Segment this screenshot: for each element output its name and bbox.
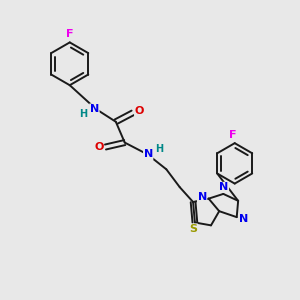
Text: N: N bbox=[144, 149, 153, 160]
Text: N: N bbox=[90, 104, 99, 114]
Text: O: O bbox=[135, 106, 144, 116]
Text: S: S bbox=[189, 224, 197, 234]
Text: N: N bbox=[238, 214, 248, 224]
Text: F: F bbox=[66, 29, 74, 39]
Text: F: F bbox=[230, 130, 237, 140]
Text: N: N bbox=[219, 182, 229, 192]
Text: O: O bbox=[94, 142, 104, 152]
Text: H: H bbox=[155, 144, 164, 154]
Text: N: N bbox=[197, 192, 207, 203]
Text: H: H bbox=[80, 109, 88, 119]
